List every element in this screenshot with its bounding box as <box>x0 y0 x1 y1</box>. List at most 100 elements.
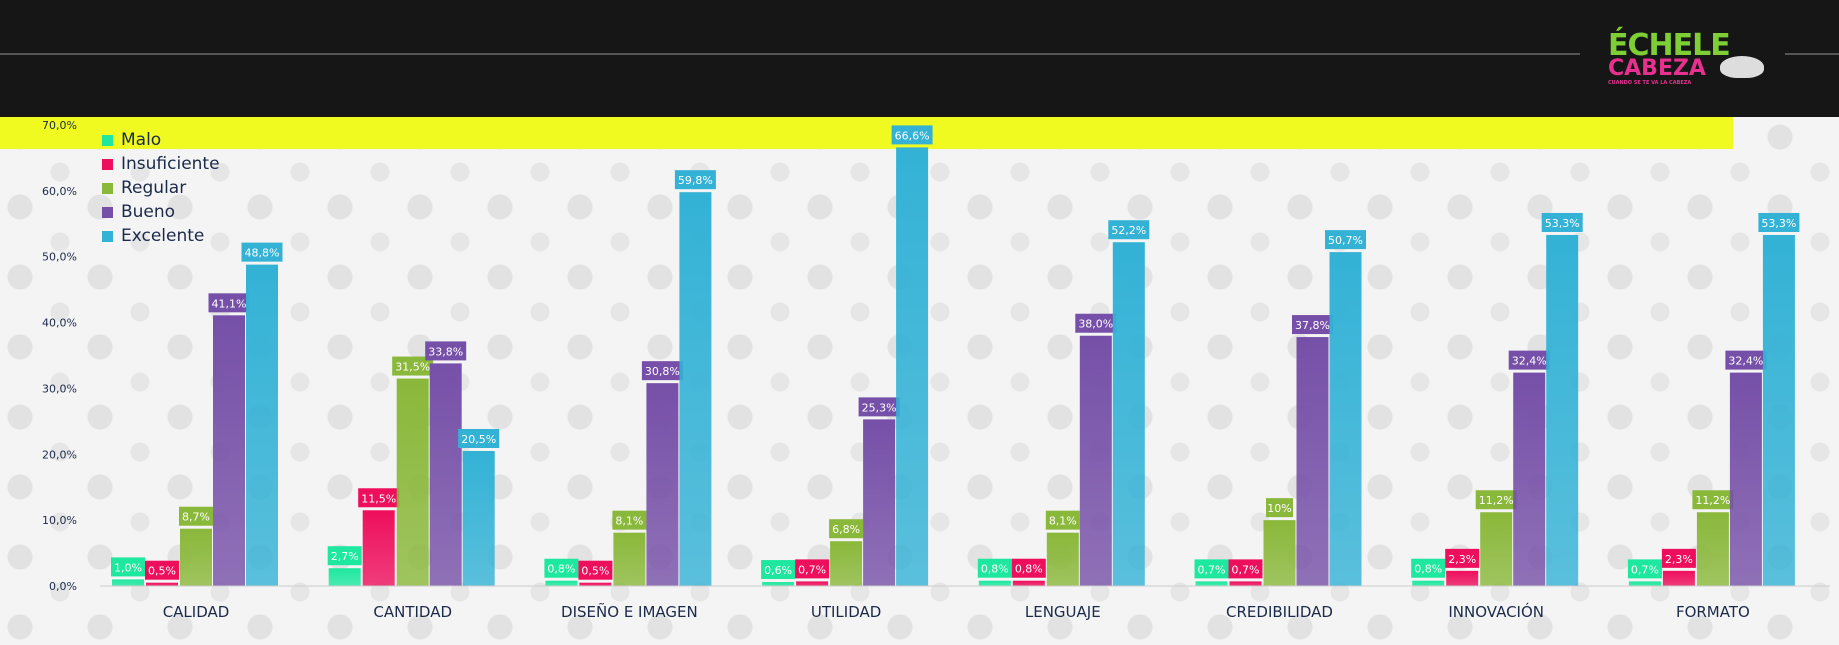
bar-insuficiente <box>146 582 178 586</box>
bar-malo <box>978 580 1011 586</box>
yellow-banner <box>0 117 1733 149</box>
data-label: 0,8% <box>547 563 575 576</box>
bar-regular <box>1263 520 1296 586</box>
bar-bueno <box>1513 372 1546 586</box>
logo-line2: CABEZA <box>1608 56 1706 81</box>
bar-regular <box>1696 512 1729 586</box>
data-label-box <box>1075 313 1117 333</box>
legend-swatch <box>102 134 113 146</box>
legend-swatch <box>102 158 113 170</box>
x-tick-label: INNOVACIÓN <box>1448 602 1544 621</box>
data-label-box <box>1194 559 1229 579</box>
data-label: 10% <box>1267 502 1291 515</box>
data-label: 1,0% <box>114 561 142 574</box>
data-label: 11,2% <box>1479 494 1514 507</box>
data-label: 32,4% <box>1728 355 1763 368</box>
data-label-box <box>1475 490 1517 510</box>
data-label: 2,3% <box>1665 553 1693 566</box>
data-label-box <box>1045 510 1080 530</box>
data-label-box <box>208 293 250 313</box>
header-bar: ÉCHELE CABEZA CUANDO SE TE VA LA CABEZA <box>0 0 1839 117</box>
bar-excelente <box>1762 234 1795 586</box>
data-label-box <box>458 428 500 448</box>
data-label-box <box>1725 350 1767 370</box>
data-label: 33,8% <box>428 345 463 358</box>
bar-excelente <box>1112 242 1145 586</box>
legend-item: Bueno <box>102 200 220 224</box>
legend-item: Insuficiente <box>102 152 220 176</box>
data-label-box <box>179 506 213 526</box>
data-label: 0,8% <box>981 563 1009 576</box>
bar-insuficiente <box>1446 570 1479 586</box>
data-label-box <box>1627 559 1662 579</box>
data-label-box <box>1508 350 1550 370</box>
data-label: 59,8% <box>678 174 713 187</box>
data-label: 6,8% <box>832 523 860 536</box>
data-label: 0,5% <box>581 565 609 578</box>
bar-regular <box>613 532 646 586</box>
bar-bueno <box>863 419 896 586</box>
data-label-box <box>795 559 830 579</box>
bar-regular <box>180 528 212 586</box>
data-label-box <box>641 361 683 381</box>
legend-label: Excelente <box>121 226 205 246</box>
bar-malo <box>762 582 795 586</box>
bar-regular <box>830 541 863 586</box>
x-tick-label: UTILIDAD <box>811 603 881 621</box>
data-label: 41,1% <box>212 297 247 310</box>
data-label-box <box>612 510 647 530</box>
bar-malo <box>1195 581 1228 586</box>
y-tick-label: 20,0% <box>42 448 77 461</box>
data-label-box <box>241 242 283 262</box>
bar-insuficiente <box>362 510 395 586</box>
data-label: 66,6% <box>895 129 930 142</box>
data-label: 11,5% <box>361 492 396 505</box>
bar-malo <box>1628 581 1661 586</box>
data-label-box <box>1541 212 1583 232</box>
logo-line1: ÉCHELE <box>1608 28 1731 63</box>
bar-regular <box>396 378 429 586</box>
data-label: 25,3% <box>862 401 897 414</box>
x-tick-label: CANTIDAD <box>373 603 452 621</box>
data-label-box <box>544 558 579 578</box>
legend-swatch <box>102 230 113 242</box>
data-label: 8,1% <box>615 515 643 528</box>
legend-label: Insuficiente <box>121 154 220 174</box>
bar-bueno <box>1079 335 1112 586</box>
bar-malo <box>328 568 361 586</box>
data-label: 0,6% <box>764 564 792 577</box>
data-label: 0,7% <box>1232 563 1260 576</box>
divider <box>0 53 1580 55</box>
bar-bueno <box>213 315 245 586</box>
bar-bueno <box>646 383 679 586</box>
y-tick-label: 40,0% <box>42 317 77 330</box>
data-label: 53,3% <box>1761 217 1796 230</box>
bar-insuficiente <box>579 582 612 586</box>
data-label-box <box>1445 548 1480 568</box>
bar-regular <box>1046 532 1079 586</box>
bar-excelente <box>1546 234 1579 586</box>
data-label: 52,2% <box>1111 224 1146 237</box>
y-tick-label: 30,0% <box>42 382 77 395</box>
data-label: 37,8% <box>1295 319 1330 332</box>
bar-excelente <box>1329 252 1362 586</box>
data-label-box <box>578 560 613 580</box>
bar-malo <box>1412 580 1445 586</box>
data-label: 2,3% <box>1448 553 1476 566</box>
bar-insuficiente <box>796 581 829 586</box>
data-label-box <box>1108 220 1150 240</box>
data-label: 53,3% <box>1545 217 1580 230</box>
legend-label: Bueno <box>121 202 176 222</box>
data-label-box <box>761 560 796 580</box>
data-label-box <box>674 170 716 190</box>
legend: Malo Insuficiente Regular Bueno Excelente <box>102 128 220 248</box>
legend-item: Excelente <box>102 224 220 248</box>
data-label: 0,7% <box>798 563 826 576</box>
data-label-box <box>1266 498 1293 518</box>
data-label: 30,8% <box>645 365 680 378</box>
legend-label: Malo <box>121 130 162 150</box>
brain-icon <box>1720 56 1764 78</box>
data-label: 32,4% <box>1512 355 1547 368</box>
data-label-box <box>1228 559 1263 579</box>
